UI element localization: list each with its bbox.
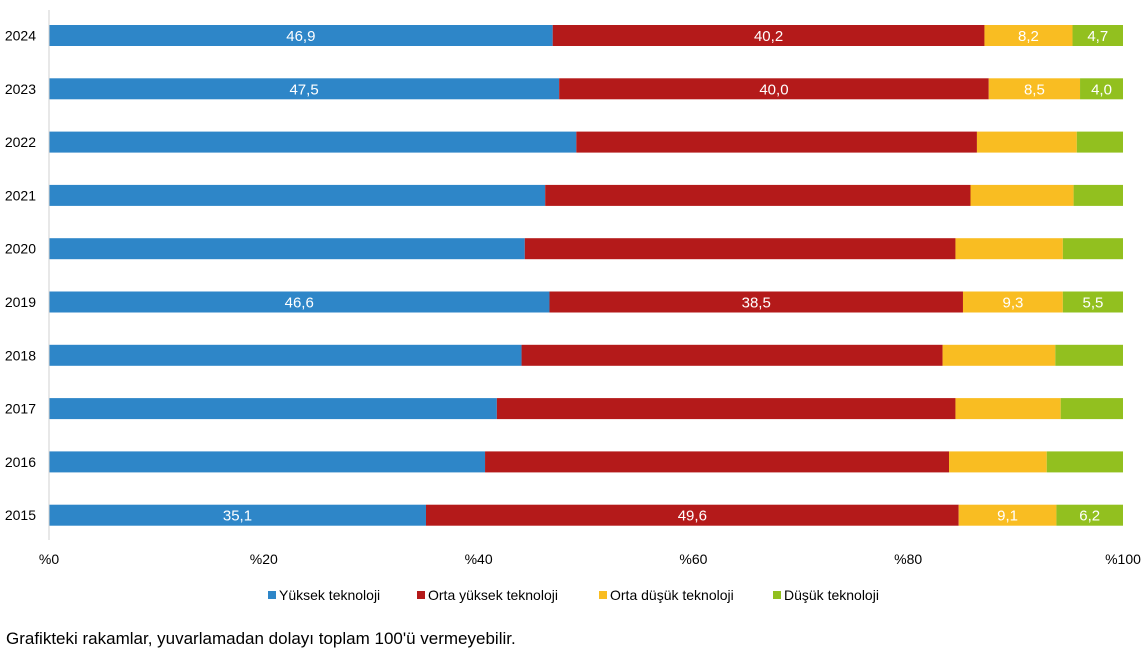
y-tick-label: 2015 <box>5 507 36 523</box>
data-label: 40,2 <box>754 28 783 45</box>
bar-segment <box>958 504 1057 526</box>
bar-segment <box>576 131 977 153</box>
legend-label: Orta yüksek teknoloji <box>428 587 558 603</box>
y-tick-label: 2016 <box>5 454 36 470</box>
bar-segment <box>1060 398 1123 420</box>
bar-segment <box>545 184 971 206</box>
y-tick-label: 2023 <box>5 81 36 97</box>
bar-segment <box>955 398 1061 420</box>
legend-label: Düşük teknoloji <box>784 587 879 603</box>
bar-segment <box>49 25 553 46</box>
bar-segment <box>1073 184 1123 206</box>
x-tick-label: %0 <box>39 551 59 567</box>
bar-segment <box>1076 131 1123 153</box>
y-axis-labels: 2024 2023 2022 2021 2020 2019 2018 2017 2016 2015 <box>5 28 36 524</box>
x-axis-labels: %0 %20 %40 %60 %80 %100 <box>39 551 1141 567</box>
bar-segment <box>49 451 486 473</box>
y-tick-label: 2024 <box>5 28 36 44</box>
data-label: 40,0 <box>759 81 788 98</box>
bar-segment <box>49 78 560 100</box>
bar-segment <box>552 25 985 46</box>
legend-swatch <box>268 591 276 599</box>
bar-segment <box>49 504 426 526</box>
data-label: 49,6 <box>678 508 707 525</box>
bar-segment <box>1055 344 1123 366</box>
bar-segment <box>549 291 963 313</box>
y-tick-label: 2019 <box>5 294 36 310</box>
legend-swatch <box>417 591 425 599</box>
data-label: 47,5 <box>289 81 318 98</box>
bar-segment <box>524 238 956 260</box>
bar-segment <box>1056 504 1123 526</box>
bar-segment <box>949 451 1047 473</box>
data-label: 5,5 <box>1082 295 1103 312</box>
data-label: 46,6 <box>285 295 314 312</box>
bar-segment <box>962 291 1063 313</box>
bar-segment <box>49 131 577 153</box>
y-tick-label: 2021 <box>5 187 36 203</box>
bar-segment <box>1080 78 1123 100</box>
bar-segment <box>942 344 1056 366</box>
bar-segment <box>1046 451 1123 473</box>
bar-segment <box>49 238 525 260</box>
data-label: 4,0 <box>1091 81 1112 98</box>
data-label: 9,1 <box>997 508 1018 525</box>
y-tick-label: 2018 <box>5 347 36 363</box>
bar-segment <box>49 398 497 420</box>
bar-segment <box>496 398 956 420</box>
y-tick-label: 2020 <box>5 241 36 257</box>
legend-swatch <box>599 591 607 599</box>
x-tick-label: %100 <box>1105 551 1141 567</box>
data-label: 38,5 <box>742 295 771 312</box>
data-label: 46,9 <box>286 28 315 45</box>
x-tick-label: %20 <box>250 551 278 567</box>
legend: Yüksek teknoloji Orta yüksek teknoloji Ort… <box>268 587 879 603</box>
data-label: 8,2 <box>1018 28 1039 45</box>
footnote: Grafikteki rakamlar, yuvarlamadan dolayı… <box>6 629 516 648</box>
bar-segment <box>988 78 1081 100</box>
bar-segment <box>49 291 550 313</box>
bar-segment <box>521 344 943 366</box>
data-label: 4,7 <box>1087 28 1108 45</box>
bar-segment <box>970 184 1074 206</box>
plot-area: 46,9 40,2 8,2 4,7 47,5 40,0 8,5 4,0 46,6 38,5 9,3 5… <box>48 10 1123 540</box>
legend-label: Yüksek teknoloji <box>279 587 380 603</box>
bar-segment <box>976 131 1077 153</box>
bar-segment <box>49 184 546 206</box>
x-tick-label: %60 <box>679 551 707 567</box>
bar-segment <box>485 451 950 473</box>
bar-segment <box>955 238 1063 260</box>
bar-segment <box>1072 25 1123 46</box>
legend-label: Orta düşük teknoloji <box>610 587 734 603</box>
x-tick-label: %40 <box>465 551 493 567</box>
data-label: 9,3 <box>1002 295 1023 312</box>
bar-segment <box>984 25 1073 46</box>
legend-swatch <box>773 591 781 599</box>
y-tick-label: 2022 <box>5 134 36 150</box>
data-label: 35,1 <box>223 508 252 525</box>
x-tick-label: %80 <box>894 551 922 567</box>
bar-segment <box>425 504 959 526</box>
y-tick-label: 2017 <box>5 401 36 417</box>
bar-segment <box>559 78 989 100</box>
data-label: 8,5 <box>1024 81 1045 98</box>
data-label: 6,2 <box>1079 508 1100 525</box>
bar-segment <box>49 344 522 366</box>
bar-segment <box>1062 291 1123 313</box>
bar-segment <box>1062 238 1123 260</box>
